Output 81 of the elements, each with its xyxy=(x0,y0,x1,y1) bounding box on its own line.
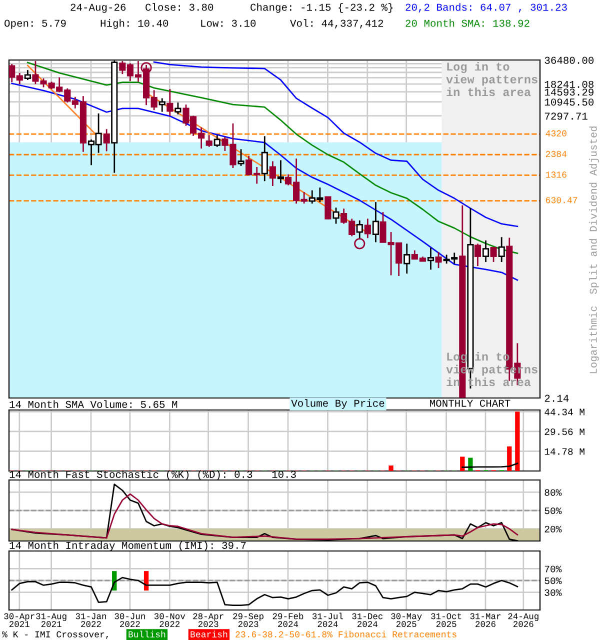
candlestick xyxy=(166,88,174,117)
x-tick-label: 30-Nov 2022 xyxy=(154,613,186,628)
y-tick-label: 10945.50 xyxy=(544,98,594,106)
x-tick-label: 31-Jul 2024 xyxy=(312,612,343,628)
candlestick xyxy=(269,160,276,187)
y-tick-label: 50% xyxy=(544,578,562,584)
candlestick xyxy=(474,242,482,267)
text: MONTHLY CHART xyxy=(430,400,510,407)
candlestick xyxy=(490,246,497,263)
candlestick xyxy=(24,69,31,81)
y-tick-label: 29.56 M xyxy=(544,428,584,436)
y-tick-label: 18241.08 xyxy=(544,80,594,88)
text: Logarithmic xyxy=(589,306,599,374)
candlestick xyxy=(332,206,340,224)
candlestick xyxy=(238,148,244,167)
y-tick-label: 30% xyxy=(544,589,562,596)
candlestick xyxy=(427,247,434,270)
y-tick-label: 20% xyxy=(544,526,562,532)
x-tick-label: 31-Dec 2024 xyxy=(352,613,383,628)
x-tick-label: 24-Aug 2026 xyxy=(508,613,538,628)
y-tick-label: 14.78 M xyxy=(544,448,584,455)
line-series xyxy=(11,493,518,540)
legend-title: % K - IMI Crossover, xyxy=(2,631,108,639)
candlestick xyxy=(277,160,284,184)
bar xyxy=(515,412,520,471)
x-tick-label: 28-Apr 2023 xyxy=(193,613,224,628)
text: Close: 3.80 xyxy=(146,3,214,11)
chart-title: 14 Month Intraday Momentum (IMI): 39.7 xyxy=(10,541,246,551)
candlestick xyxy=(404,242,410,274)
ref-line-label: 2384 xyxy=(546,150,567,158)
candlestick xyxy=(261,135,268,182)
x-tick-label: 30-Jun 2022 xyxy=(114,613,145,628)
text: High: 10.40 xyxy=(100,19,168,29)
x-tick-label: 31-Mar 2026 xyxy=(470,613,500,628)
x-tick-label: 30-Apr 2021 xyxy=(4,613,34,628)
text: Bullish xyxy=(128,630,166,638)
candlestick xyxy=(364,218,371,239)
y-tick-label: 14593.29 xyxy=(544,88,594,96)
ref-line-label: 630.47 xyxy=(546,197,578,204)
y-tick-label: 50% xyxy=(544,508,562,514)
x-tick-label: 31-Jan 2022 xyxy=(76,613,106,628)
candlestick xyxy=(498,236,505,263)
chart-title: 14 Month SMA Volume: 5.65 M xyxy=(10,400,178,408)
candlestick xyxy=(174,102,182,116)
text: Low: 3.10 xyxy=(201,20,256,27)
text: Open: 5.79 xyxy=(4,20,66,29)
text: Bearish xyxy=(190,630,228,638)
text: Vol: 44,337,412 xyxy=(290,19,384,29)
text: 20 Month SMA: 138.92 xyxy=(406,19,530,27)
candlestick xyxy=(206,134,212,148)
ref-line-label: 1316 xyxy=(546,172,566,178)
bar xyxy=(507,446,512,471)
candlestick xyxy=(158,98,166,113)
text: Split and Dividend Adjusted xyxy=(589,126,599,294)
text: Volume By Price xyxy=(291,399,384,409)
x-tick-label: 29-Feb 2024 xyxy=(272,612,304,628)
text: 20,2 Bands: 64.07 , 301.23 xyxy=(406,3,567,13)
candlestick xyxy=(482,240,490,263)
y-tick-label: 36480.00 xyxy=(544,56,594,64)
candlestick xyxy=(356,220,363,240)
text: Change: -1.15 {-23.2 %} xyxy=(250,3,393,13)
y-tick-label: 80% xyxy=(544,489,562,496)
candlestick xyxy=(214,134,220,148)
candlestick xyxy=(103,128,110,152)
x-tick-label: 31-Oct 2025 xyxy=(431,613,462,628)
y-tick-label: 70% xyxy=(544,566,562,572)
text: 23.6-38.2-50-61.8% Fibonacci Retracements xyxy=(236,630,456,638)
candlestick xyxy=(372,201,380,243)
candlestick xyxy=(324,196,332,220)
text: 24-Aug-26 xyxy=(70,4,126,13)
x-tick-label: 31-Aug 2021 xyxy=(36,613,66,628)
y-tick-label: 44.34 M xyxy=(544,408,584,416)
bar xyxy=(460,456,465,471)
y-tick-label: 7297.71 xyxy=(544,112,588,120)
bar xyxy=(388,466,394,471)
candlestick xyxy=(435,251,442,269)
annotation: Log in to view patterns in this area xyxy=(446,62,538,96)
x-tick-label: 30-May 2025 xyxy=(391,613,422,628)
x-tick-label: 29-Sep 2023 xyxy=(233,613,264,628)
y-tick-label: 2.14 xyxy=(544,394,569,402)
ref-line-label: 4320 xyxy=(546,130,566,136)
